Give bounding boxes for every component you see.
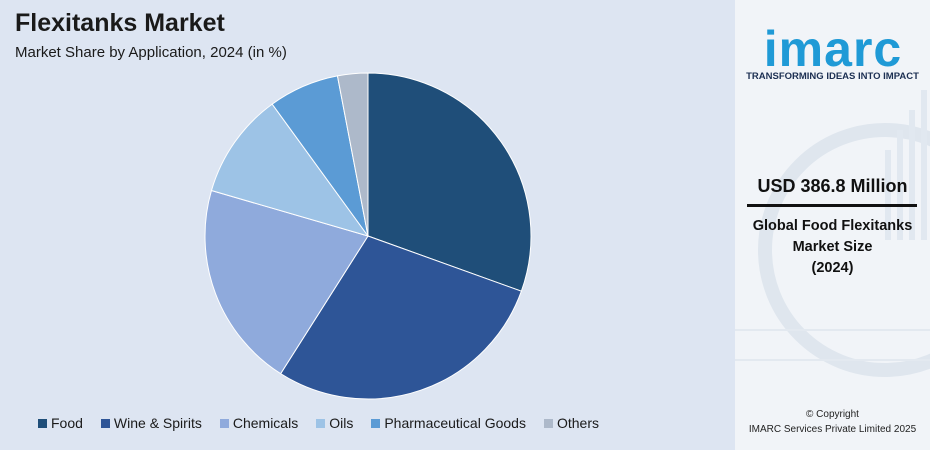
legend-swatch: [371, 418, 381, 428]
market-size-description: Global Food Flexitanks Market Size (2024…: [735, 216, 930, 279]
pie-slice-oils: [210, 103, 370, 237]
legend-label: Food: [51, 415, 83, 431]
background-graph-decoration: [735, 90, 930, 377]
imarc-logo: imarc: [763, 21, 903, 77]
logo-tagline: TRANSFORMING IDEAS INTO IMPACT: [746, 71, 919, 82]
chart-legend: Food Wine & Spirits Chemicals Oils Pharmaceu…: [38, 415, 617, 431]
legend-swatch: [316, 418, 326, 428]
legend-item-others: Others: [543, 415, 599, 431]
chart-title: Flexitanks Market: [15, 9, 225, 37]
copyright-line-1: © Copyright: [806, 409, 859, 420]
legend-label: Chemicals: [232, 415, 299, 431]
legend-item-chemicals: Chemicals: [219, 415, 299, 431]
desc-line-2: Market Size: [792, 239, 873, 255]
legend-swatch: [38, 418, 47, 428]
chart-panel: Flexitanks Market Market Share by Applic…: [0, 0, 735, 450]
legend-swatch: [543, 418, 553, 428]
legend-swatch: [100, 418, 110, 428]
chart-subtitle: Market Share by Application, 2024 (in %): [15, 44, 287, 61]
pie-chart: [204, 72, 532, 400]
market-size-value: USD 386.8 Million: [757, 176, 908, 196]
pie-slice-wine-spirits: [279, 235, 523, 400]
legend-item-pharmaceutical-goods: Pharmaceutical Goods: [371, 415, 526, 431]
desc-line-1: Global Food Flexitanks: [752, 218, 913, 234]
copyright-notice: © Copyright IMARC Services Private Limit…: [735, 407, 930, 437]
pie-slice-others: [336, 72, 369, 237]
value-divider: [747, 204, 917, 207]
legend-item-food: Food: [38, 415, 83, 431]
info-sidebar: imarc TRANSFORMING IDEAS INTO IMPACT USD…: [735, 0, 930, 450]
legend-item-oils: Oils: [316, 415, 353, 431]
legend-label: Oils: [329, 415, 354, 431]
copyright-line-2: IMARC Services Private Limited 2025: [748, 424, 917, 435]
legend-label: Wine & Spirits: [113, 415, 202, 431]
legend-item-wine-spirits: Wine & Spirits: [100, 415, 202, 431]
legend-label: Pharmaceutical Goods: [384, 415, 526, 431]
desc-line-3: (2024): [811, 260, 854, 276]
pie-slice-chemicals: [204, 189, 369, 375]
pie-slice-food: [367, 72, 532, 292]
legend-label: Others: [556, 415, 599, 431]
legend-swatch: [219, 418, 229, 428]
